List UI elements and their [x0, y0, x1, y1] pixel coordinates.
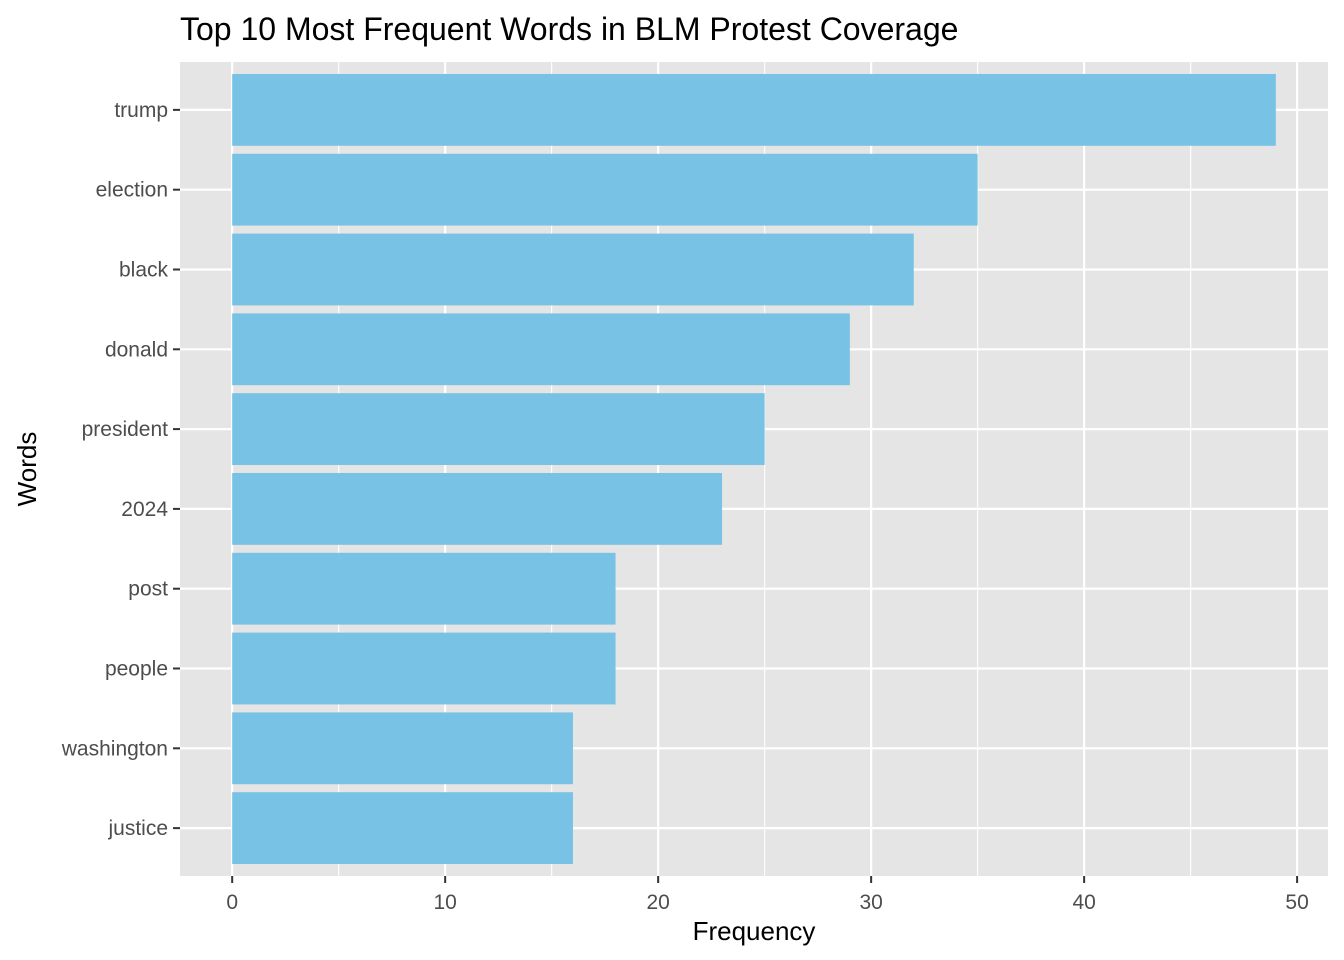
y-tick-label: trump — [114, 99, 168, 122]
y-tick-label: people — [105, 658, 168, 681]
x-axis: 0 10 20 30 40 50 — [226, 876, 1309, 914]
bar-black — [232, 233, 914, 306]
bar-washington — [232, 712, 573, 785]
bars — [232, 73, 1276, 865]
y-tick-label: justice — [107, 817, 168, 840]
y-tick-label: election — [96, 179, 168, 202]
bar-election — [232, 153, 978, 226]
y-axis: trump election black donald president 2024 pos… — [61, 99, 180, 840]
y-tick-label: 2024 — [121, 498, 168, 521]
y-tick-label: black — [119, 258, 169, 281]
bar-trump — [232, 73, 1276, 146]
bar-donald — [232, 313, 850, 386]
bar-justice — [232, 792, 573, 865]
x-tick-label: 10 — [433, 891, 456, 914]
x-tick-label: 50 — [1285, 891, 1308, 914]
x-tick-label: 20 — [646, 891, 669, 914]
x-tick-label: 0 — [226, 891, 238, 914]
chart-title: Top 10 Most Frequent Words in BLM Protes… — [180, 11, 958, 47]
bar-people — [232, 632, 616, 705]
y-tick-label: donald — [105, 338, 168, 361]
x-axis-title: Frequency — [693, 916, 816, 946]
y-axis-title: Words — [12, 432, 42, 507]
y-tick-label: president — [82, 418, 169, 441]
y-tick-label: washington — [61, 737, 168, 760]
bar-president — [232, 393, 765, 466]
x-tick-label: 30 — [859, 891, 882, 914]
y-tick-label: post — [128, 578, 168, 601]
bar-2024 — [232, 472, 723, 545]
bar-post — [232, 552, 616, 625]
x-tick-label: 40 — [1072, 891, 1095, 914]
